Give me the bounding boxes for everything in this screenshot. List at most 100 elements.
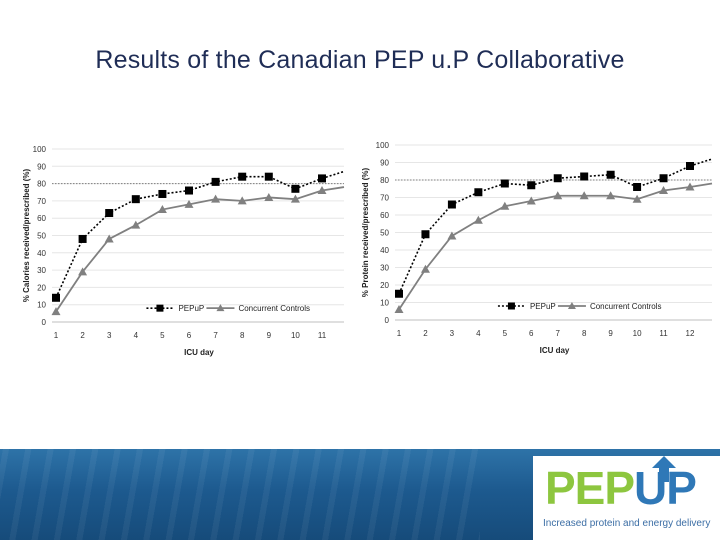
- controls-series-line: [398, 186, 691, 310]
- pepup-point: [211, 177, 220, 186]
- controls-point: [659, 186, 669, 194]
- y-tick-label: 100: [33, 145, 47, 154]
- pepup-point: [238, 172, 247, 181]
- pepup-point: [500, 179, 509, 188]
- controls-point: [394, 305, 404, 313]
- pepup-point: [659, 174, 668, 183]
- controls-series-line: [55, 189, 323, 313]
- pepup-point: [606, 170, 615, 179]
- y-tick-label: 20: [380, 281, 389, 290]
- controls-point: [473, 215, 483, 224]
- y-tick-label: 90: [37, 162, 46, 171]
- x-tick-label: 4: [134, 331, 139, 340]
- x-tick-label: 3: [107, 331, 112, 340]
- controls-point: [131, 220, 141, 229]
- controls-series-tail: [689, 182, 713, 188]
- legend-pepup-marker: [507, 302, 515, 310]
- pepup-point: [580, 172, 589, 181]
- controls-point: [104, 234, 114, 243]
- x-tick-label: 6: [187, 331, 192, 340]
- y-tick-label: 80: [380, 176, 389, 185]
- pepup-point: [78, 234, 87, 243]
- controls-point: [78, 267, 88, 276]
- controls-point: [237, 196, 247, 205]
- chart-1: 0 10 20 30 40 50 60 70 80 90 100 1 2 3 4 5 6 7 8 9 10 11 ICU d…: [22, 145, 345, 357]
- y-tick-label: 0: [385, 316, 390, 325]
- pepup-point: [52, 293, 60, 302]
- pepup-point: [185, 186, 193, 195]
- controls-point: [420, 264, 430, 273]
- x-tick-label: 7: [213, 331, 218, 340]
- y-tick-label: 70: [37, 197, 46, 206]
- x-tick-label: 8: [582, 329, 587, 338]
- controls-point: [184, 199, 194, 208]
- x-tick-label: 5: [160, 331, 165, 340]
- controls-point: [51, 307, 61, 316]
- pepup-series-line: [398, 165, 691, 295]
- x-tick-label: 9: [608, 329, 613, 338]
- x-tick-label: 7: [556, 329, 561, 338]
- x-axis-title: ICU day: [540, 346, 570, 355]
- legend-pepup-label: PEPuP: [530, 302, 556, 311]
- pepup-point: [395, 289, 403, 298]
- y-tick-label: 40: [37, 249, 46, 258]
- y-tick-label: 90: [380, 159, 389, 168]
- controls-point: [632, 194, 642, 203]
- x-tick-label: 2: [80, 331, 85, 340]
- logo-pep-text: PEP: [545, 462, 635, 514]
- x-tick-label: 9: [267, 331, 272, 340]
- x-tick-label: 10: [291, 331, 300, 340]
- controls-point: [685, 182, 695, 191]
- controls-point: [264, 192, 274, 201]
- controls-point: [447, 231, 457, 240]
- x-tick-label: 8: [240, 331, 245, 340]
- y-tick-label: 100: [376, 141, 390, 150]
- y-tick-label: 10: [37, 301, 46, 310]
- y-tick-label: 50: [37, 232, 46, 241]
- pepup-point: [633, 183, 642, 191]
- pepup-point: [291, 184, 300, 193]
- pepup-point: [264, 172, 273, 181]
- legend-pepup-label: PEPuP: [178, 304, 204, 313]
- pepup-point: [158, 189, 167, 198]
- y-tick-label: 60: [37, 214, 46, 223]
- pepup-point: [553, 174, 562, 183]
- pepup-point: [105, 209, 114, 218]
- pepup-point: [421, 230, 430, 239]
- y-tick-label: 20: [37, 283, 46, 292]
- controls-point: [526, 196, 536, 205]
- x-tick-label: 3: [450, 329, 455, 338]
- legend-controls-marker: [567, 302, 576, 309]
- legend: PEPuP Concurrent Controls: [146, 304, 310, 313]
- controls-point: [290, 194, 300, 203]
- logo-tagline: Increased protein and energy delivery: [543, 518, 711, 529]
- controls-point: [553, 191, 563, 200]
- pepup-point: [447, 200, 456, 209]
- legend-controls-label: Concurrent Controls: [238, 304, 310, 313]
- legend: PEPuP Concurrent Controls: [497, 302, 662, 311]
- pepup-point: [474, 188, 483, 197]
- y-tick-label: 30: [37, 266, 46, 275]
- controls-series-tail: [321, 186, 345, 192]
- y-tick-label: 80: [37, 180, 46, 189]
- controls-point: [500, 201, 510, 210]
- y-tick-label: 50: [380, 229, 389, 238]
- x-tick-label: 5: [503, 329, 508, 338]
- pepup-point: [686, 162, 694, 170]
- x-tick-label: 2: [423, 329, 428, 338]
- controls-point: [157, 205, 167, 214]
- x-tick-label: 4: [476, 329, 481, 338]
- controls-point: [211, 194, 221, 203]
- x-tick-label: 11: [659, 329, 668, 338]
- y-axis-title: % Calories received/prescribed (%): [22, 168, 31, 302]
- x-axis-title: ICU day: [184, 348, 214, 357]
- slide-title: Results of the Canadian PEP u.P Collabor…: [95, 46, 625, 74]
- pepup-point: [527, 181, 536, 190]
- y-tick-label: 40: [380, 246, 389, 255]
- x-tick-label: 1: [54, 331, 59, 340]
- pepup-point: [318, 174, 326, 183]
- pepup-series-line: [55, 175, 323, 299]
- x-tick-label: 12: [686, 329, 695, 338]
